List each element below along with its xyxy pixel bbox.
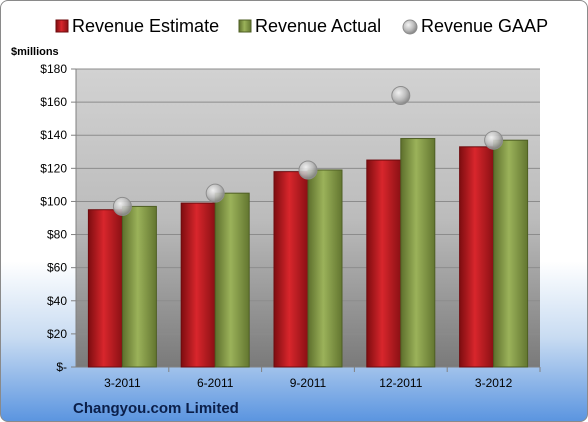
bar-revenue-estimate [273, 171, 309, 368]
bar-revenue-actual [493, 139, 529, 368]
legend-swatch-revenue-estimate [55, 19, 69, 33]
y-tick-label: $60 [47, 261, 67, 275]
bar-revenue-actual [121, 205, 157, 368]
legend-label-revenue-actual: Revenue Actual [255, 16, 381, 36]
y-tick-label: $180 [40, 62, 67, 76]
y-tick-label: $160 [40, 95, 67, 109]
x-tick-label: 6-2011 [197, 376, 234, 390]
marker-revenue-gaap [484, 130, 504, 150]
y-axis-tick-labels: $- $20 $40 $60 $80 $100 $120 $140 $160 $180 [40, 62, 67, 374]
y-tick-label: $- [56, 360, 67, 374]
company-name: Changyou.com Limited [73, 400, 239, 417]
bar-revenue-estimate [180, 202, 216, 368]
x-tick-label: 9-2011 [290, 376, 327, 390]
y-tick-label: $120 [40, 161, 67, 175]
bars [87, 138, 529, 368]
x-axis-tick-labels: 3-2011 6-2011 9-2011 12-2011 3-2012 [104, 376, 512, 390]
y-tick-label: $100 [40, 194, 67, 208]
y-axis-unit-label: $millions [11, 46, 59, 58]
legend: Revenue Estimate Revenue Actual Revenue … [55, 16, 548, 36]
gaap-markers [112, 85, 504, 216]
marker-revenue-gaap [391, 85, 411, 105]
y-tick-label: $20 [47, 327, 67, 341]
bar-revenue-estimate [87, 209, 123, 368]
bar-revenue-actual [214, 192, 250, 368]
legend-marker-revenue-gaap [402, 19, 418, 35]
x-tick-label: 3-2011 [104, 376, 141, 390]
legend-swatch-revenue-actual [238, 19, 252, 33]
y-tick-label: $80 [47, 228, 67, 242]
bar-revenue-actual [307, 169, 343, 368]
marker-revenue-gaap [205, 183, 225, 203]
marker-revenue-gaap [112, 196, 132, 216]
bar-revenue-actual [400, 138, 436, 368]
y-tick-label: $140 [40, 128, 67, 142]
y-tick-label: $40 [47, 294, 67, 308]
x-tick-label: 12-2011 [379, 376, 422, 390]
x-tick-label: 3-2012 [475, 376, 513, 390]
marker-revenue-gaap [298, 160, 318, 180]
bar-revenue-estimate [459, 146, 495, 368]
legend-label-revenue-estimate: Revenue Estimate [72, 16, 219, 36]
bar-revenue-estimate [366, 159, 402, 368]
legend-label-revenue-gaap: Revenue GAAP [421, 16, 548, 36]
